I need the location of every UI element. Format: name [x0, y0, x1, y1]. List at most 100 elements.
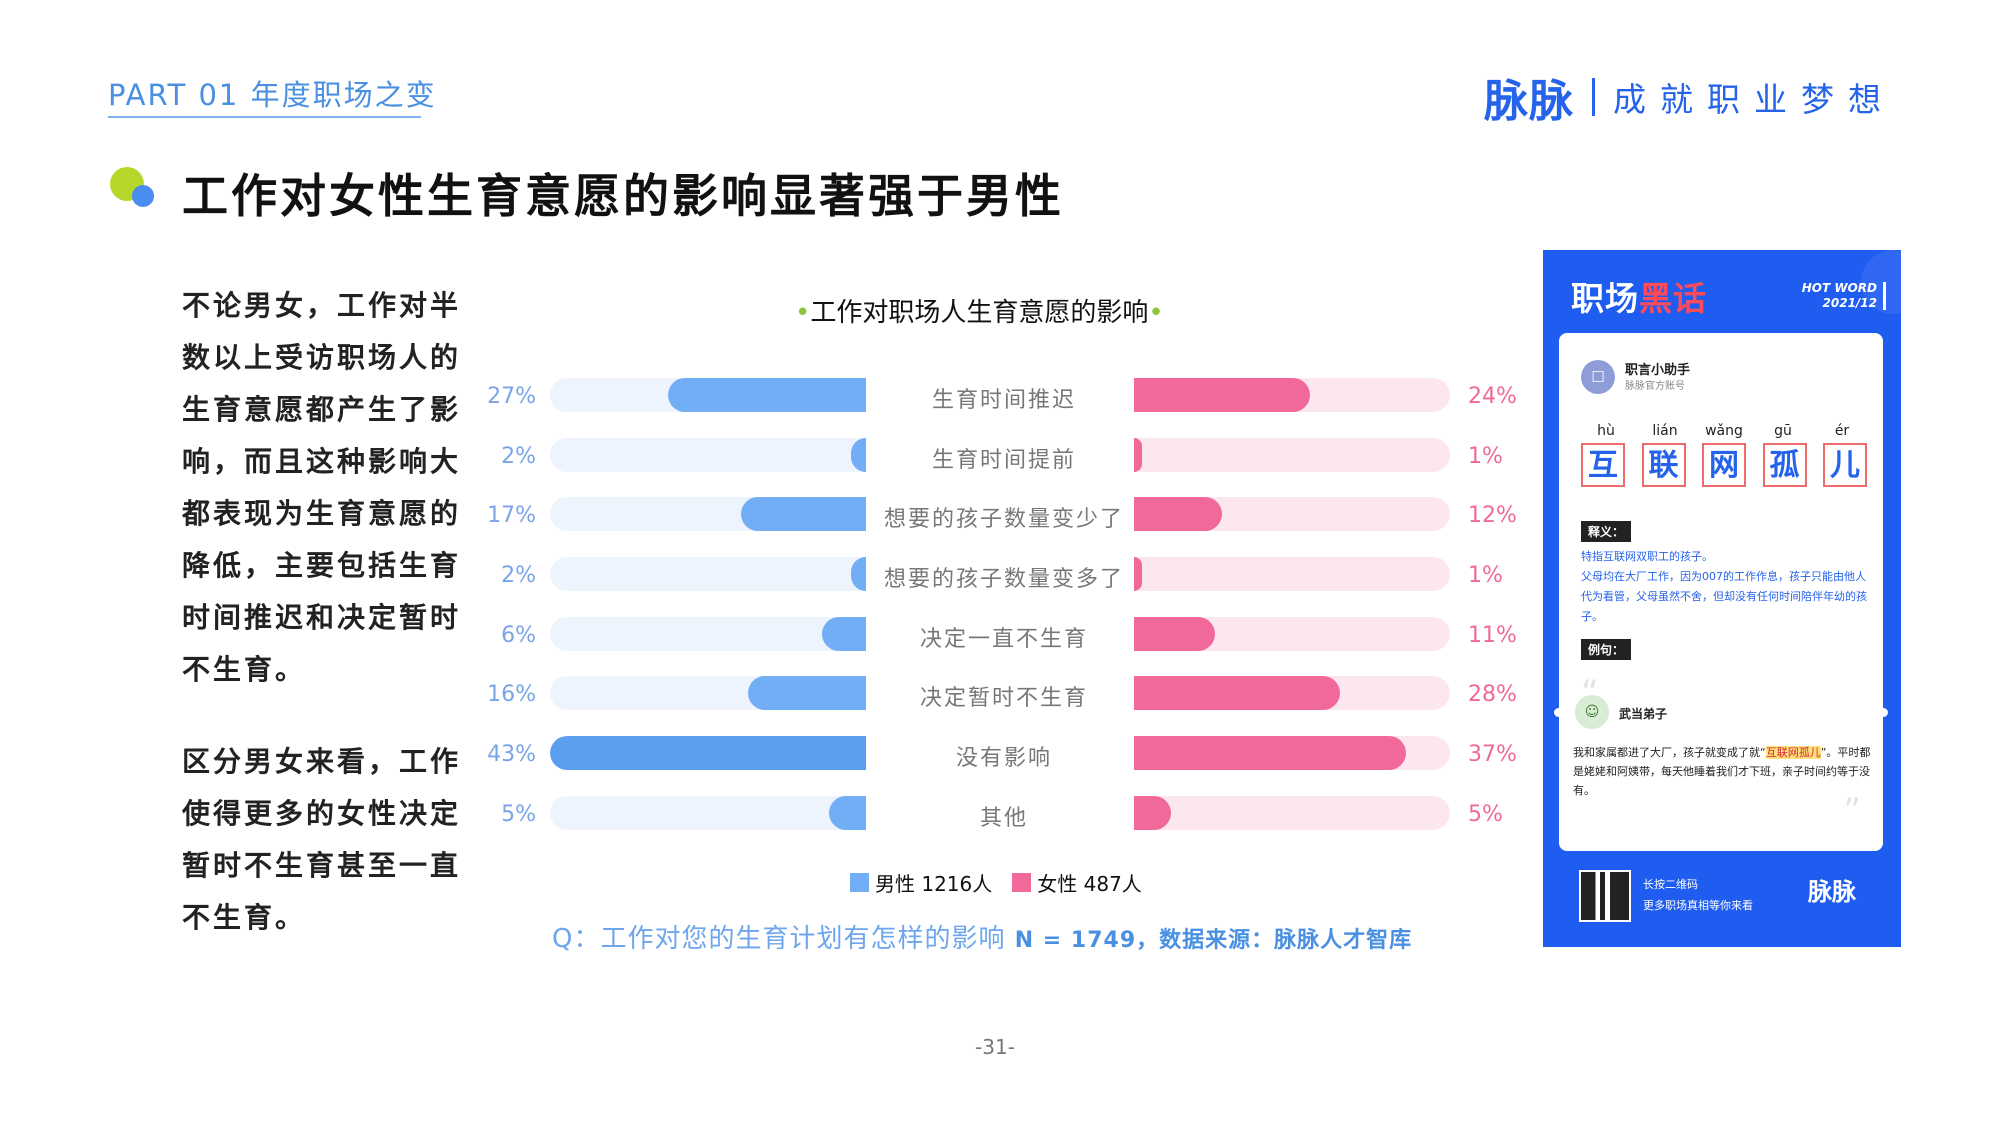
chart-title: •工作对职场人生育意愿的影响• — [795, 298, 1164, 328]
female-value-label: 28% — [1468, 682, 1517, 708]
female-bar — [1134, 497, 1223, 532]
female-bar — [1134, 437, 1142, 472]
legend-swatch-female — [1012, 873, 1032, 892]
male-bar-track — [550, 616, 866, 651]
chat-bubble-icon: ☐ — [1581, 360, 1615, 394]
female-value-label: 1% — [1468, 563, 1503, 589]
female-bar-track — [1134, 557, 1450, 592]
char-5: 儿 — [1823, 443, 1867, 487]
chart-row: 6% 决定一直不生育 11% — [478, 615, 1533, 675]
chart-legend: 男性 1216人 女性 487人 — [850, 868, 1162, 897]
quote-close-icon: ” — [1843, 791, 1861, 831]
female-bar — [1134, 378, 1311, 412]
category-label: 生育时间推迟 — [931, 388, 1076, 413]
example-user: 武当弟子 — [1619, 707, 1668, 721]
source-note: N = 1749，数据来源：脉脉人才智库 — [1014, 928, 1413, 953]
page-title: 工作对女性生育意愿的影响显著强于男性 — [182, 169, 1064, 223]
pinyin-3: wǎng — [1705, 423, 1743, 439]
male-bar — [550, 736, 866, 771]
pinyin-row: hù lián wǎng gū ér — [1581, 423, 1867, 439]
male-value-label: 43% — [487, 742, 536, 768]
account-name: 职言小助手 — [1625, 363, 1691, 378]
chart-row: 43% 没有影响 37% — [478, 734, 1533, 794]
part-label: PART 01 年度职场之变 — [108, 78, 437, 112]
male-value-label: 5% — [501, 801, 536, 827]
female-bar — [1134, 676, 1340, 711]
female-value-label: 5% — [1468, 801, 1503, 827]
legend-label-male: 男性 1216人 — [875, 872, 993, 896]
pinyin-4: gū — [1774, 423, 1792, 439]
male-bar — [748, 676, 866, 711]
female-bar — [1134, 736, 1406, 771]
example-text: 我和家属都进了大厂，孩子就变成了就“互联网孤儿”。平时都是姥姥和阿姨带，每天他睡… — [1573, 746, 1871, 797]
chart-row: 27% 生育时间推迟 24% — [478, 376, 1533, 436]
category-label: 没有影响 — [955, 746, 1052, 772]
female-bar-track — [1134, 497, 1450, 532]
male-bar — [851, 557, 866, 592]
poster-title-red: 黑话 — [1639, 279, 1707, 318]
female-bar-track — [1134, 616, 1450, 651]
chart-row: 2% 生育时间提前 1% — [478, 436, 1533, 496]
poster-hot-word: HOT WORD 2021/12 — [1802, 281, 1877, 311]
qr-line-1: 长按二维码 — [1643, 878, 1698, 891]
legend-item-female: 女性 487人 — [1012, 868, 1142, 897]
category-label: 想要的孩子数量变多了 — [883, 567, 1124, 593]
female-value-label: 12% — [1468, 503, 1517, 529]
female-bar-track — [1134, 378, 1450, 412]
male-value-label: 2% — [501, 443, 536, 469]
male-bar-track — [550, 378, 866, 412]
brand-slogan: 成就职业梦想 — [1613, 80, 1895, 119]
female-bar — [1134, 616, 1215, 651]
female-bar-track — [1134, 736, 1450, 771]
chart-row: 16% 决定暂时不生育 28% — [478, 674, 1533, 734]
legend-label-female: 女性 487人 — [1037, 872, 1142, 896]
chart-row: 2% 想要的孩子数量变多了 1% — [478, 555, 1533, 615]
female-bar — [1134, 557, 1142, 592]
male-bar — [829, 795, 866, 830]
char-3: 网 — [1702, 443, 1746, 487]
male-bar-track — [550, 497, 866, 532]
chart-row: 17% 想要的孩子数量变少了 12% — [478, 495, 1533, 555]
male-value-label: 16% — [487, 682, 536, 708]
male-value-label: 2% — [501, 563, 536, 589]
definition-tag: 释义： — [1581, 521, 1632, 542]
category-label: 生育时间提前 — [931, 447, 1076, 473]
qr-code[interactable] — [1579, 870, 1631, 922]
butterfly-chart: 27% 生育时间推迟 24% 2% 生育时间提前 1% 17% 想要的孩子数量变少了 12% 2%… — [478, 376, 1533, 854]
example-highlight: 互联网孤儿 — [1765, 746, 1821, 759]
hot-word-poster: 职场黑话 HOT WORD 2021/12 ☐ 职言小助手 脉脉官方账号 hù … — [1543, 250, 1901, 947]
male-bar-track — [550, 736, 866, 771]
definition-text: 特指互联网双职工的孩子。 父母均在大厂工作，因为007的工作作息，孩子只能由他人… — [1581, 547, 1871, 627]
category-label: 其他 — [979, 805, 1028, 831]
brand-logo: 脉脉 — [1484, 76, 1574, 127]
left-description: 不论男女，工作对半数以上受访职场人的生育意愿都产生了影响，而且这种影响大都表现为… — [182, 280, 472, 984]
definition-line-1: 特指互联网双职工的孩子。 — [1581, 550, 1713, 563]
page-number: -31- — [975, 1035, 1015, 1059]
pinyin-5: ér — [1834, 423, 1850, 439]
chart-title-text: 工作对职场人生育意愿的影响 — [810, 298, 1149, 328]
pinyin-2: lián — [1652, 423, 1678, 439]
poster-title-white: 职场 — [1571, 279, 1639, 318]
male-bar-track — [550, 676, 866, 711]
qr-line-2: 更多职场真相等你来看 — [1643, 899, 1753, 912]
female-bar-track — [1134, 795, 1450, 830]
category-label: 想要的孩子数量变少了 — [883, 507, 1124, 533]
char-1: 互 — [1581, 443, 1625, 487]
word-chars: 互 联 网 孤 儿 — [1581, 443, 1867, 487]
definition-line-2: 父母均在大厂工作，因为007的工作作息，孩子只能由他人代为看管，父母虽然不舍，但… — [1581, 570, 1867, 623]
hot-word-bar — [1883, 282, 1886, 310]
male-value-label: 6% — [501, 622, 536, 648]
title-dots-icon — [110, 165, 160, 215]
male-value-label: 27% — [487, 384, 536, 409]
pinyin-1: hù — [1597, 423, 1615, 439]
category-label: 决定暂时不生育 — [919, 686, 1088, 712]
female-value-label: 11% — [1468, 622, 1517, 648]
male-bar — [667, 378, 866, 412]
male-bar-track — [550, 557, 866, 592]
example-tag: 例句： — [1581, 639, 1632, 660]
description-paragraph-1: 不论男女，工作对半数以上受访职场人的生育意愿都产生了影响，而且这种影响大都表现为… — [182, 289, 462, 686]
female-bar-track — [1134, 437, 1450, 472]
male-bar-track — [550, 795, 866, 830]
char-4: 孤 — [1762, 443, 1807, 487]
part-underline — [108, 116, 421, 118]
